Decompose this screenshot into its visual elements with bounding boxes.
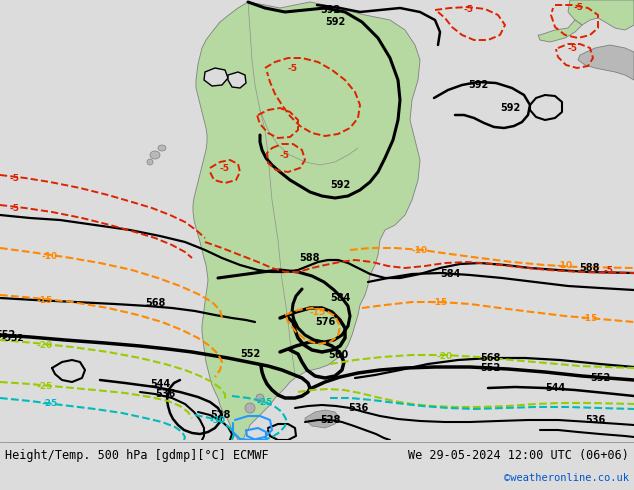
Text: -15: -15 bbox=[432, 297, 448, 307]
Text: -20: -20 bbox=[437, 351, 453, 361]
Text: 588: 588 bbox=[300, 253, 320, 263]
Ellipse shape bbox=[158, 145, 166, 151]
Text: -5: -5 bbox=[567, 44, 577, 52]
Text: 536: 536 bbox=[585, 415, 605, 425]
Text: 552: 552 bbox=[0, 330, 15, 340]
Circle shape bbox=[245, 403, 255, 413]
Text: -5: -5 bbox=[220, 164, 230, 172]
Text: -5: -5 bbox=[463, 4, 473, 14]
Text: 552: 552 bbox=[480, 363, 500, 373]
Polygon shape bbox=[568, 0, 634, 30]
Text: -25: -25 bbox=[257, 397, 273, 407]
Text: Height/Temp. 500 hPa [gdmp][°C] ECMWF: Height/Temp. 500 hPa [gdmp][°C] ECMWF bbox=[5, 448, 269, 462]
Text: 536: 536 bbox=[155, 389, 175, 399]
Polygon shape bbox=[193, 2, 420, 440]
Text: 544: 544 bbox=[545, 383, 565, 393]
Text: -10: -10 bbox=[412, 245, 428, 254]
Text: -10: -10 bbox=[557, 261, 573, 270]
Polygon shape bbox=[204, 68, 228, 86]
Text: 588: 588 bbox=[579, 263, 600, 273]
Text: 592: 592 bbox=[325, 17, 345, 27]
Text: 592: 592 bbox=[468, 80, 488, 90]
Text: -5: -5 bbox=[280, 150, 290, 160]
Text: -5: -5 bbox=[10, 173, 20, 182]
Text: -25: -25 bbox=[42, 398, 58, 408]
Polygon shape bbox=[228, 72, 246, 88]
Text: -552: -552 bbox=[2, 334, 25, 343]
Text: -15: -15 bbox=[310, 308, 326, 317]
Text: 528: 528 bbox=[320, 415, 340, 425]
Text: ©weatheronline.co.uk: ©weatheronline.co.uk bbox=[504, 473, 629, 483]
Text: 544: 544 bbox=[150, 379, 170, 389]
Text: -10: -10 bbox=[42, 251, 58, 261]
Text: 584: 584 bbox=[440, 269, 460, 279]
Text: -25: -25 bbox=[37, 382, 53, 391]
Text: 528: 528 bbox=[210, 410, 230, 420]
Text: 568: 568 bbox=[145, 298, 165, 308]
Text: -30: -30 bbox=[210, 416, 226, 424]
Ellipse shape bbox=[150, 151, 160, 159]
Circle shape bbox=[256, 394, 264, 402]
Polygon shape bbox=[578, 45, 634, 80]
Polygon shape bbox=[538, 20, 582, 42]
Ellipse shape bbox=[147, 159, 153, 165]
Text: 592: 592 bbox=[500, 103, 520, 113]
Text: -5: -5 bbox=[10, 203, 20, 213]
Text: -5: -5 bbox=[603, 266, 613, 274]
Text: -20: -20 bbox=[37, 341, 53, 349]
Text: 592: 592 bbox=[330, 180, 350, 190]
Text: -15: -15 bbox=[37, 295, 53, 304]
Text: We 29-05-2024 12:00 UTC (06+06): We 29-05-2024 12:00 UTC (06+06) bbox=[408, 448, 629, 462]
Text: 552: 552 bbox=[590, 373, 610, 383]
Text: 536: 536 bbox=[348, 403, 368, 413]
Polygon shape bbox=[305, 410, 340, 428]
Text: 560: 560 bbox=[328, 350, 348, 360]
Text: 592: 592 bbox=[320, 5, 340, 15]
Text: -5: -5 bbox=[287, 64, 297, 73]
Text: 568: 568 bbox=[480, 353, 500, 363]
Text: -5: -5 bbox=[573, 2, 583, 11]
Text: 576: 576 bbox=[315, 317, 335, 327]
Text: 584: 584 bbox=[330, 293, 350, 303]
Text: -15: -15 bbox=[582, 314, 598, 322]
Text: 552: 552 bbox=[240, 349, 260, 359]
